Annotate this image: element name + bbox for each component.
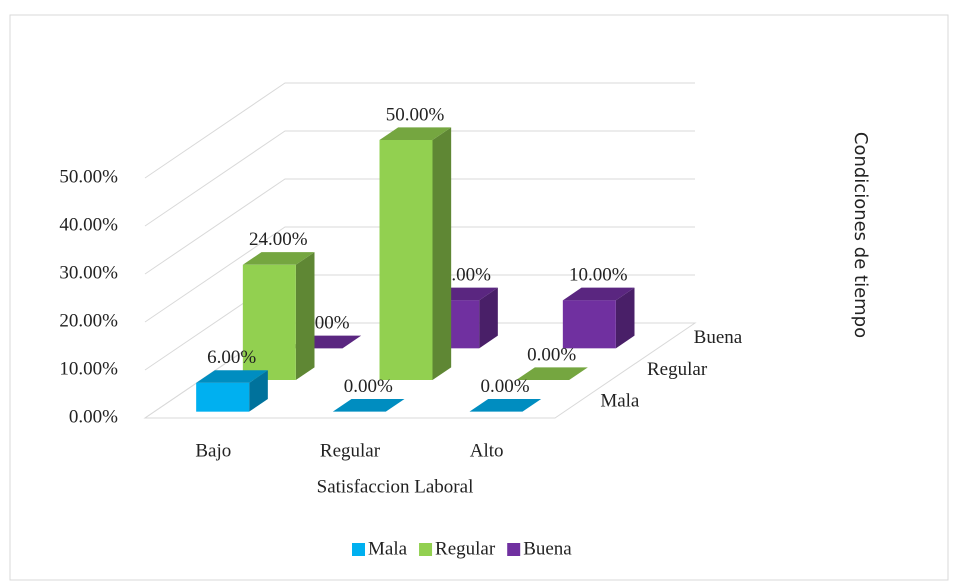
grid-line xyxy=(144,130,695,227)
grid-line xyxy=(144,178,695,275)
legend-swatch xyxy=(419,543,433,556)
y-tick-label: 20.00% xyxy=(59,310,118,331)
depth-tick-label: Mala xyxy=(600,391,640,412)
y-tick-label: 10.00% xyxy=(59,358,118,379)
value-label: 50.00% xyxy=(386,104,445,125)
value-label: 24.00% xyxy=(249,229,308,250)
legend-label: Regular xyxy=(435,538,496,559)
bar xyxy=(379,140,433,380)
bar-side xyxy=(295,252,315,380)
depth-tick-label: Regular xyxy=(647,359,708,380)
value-label: 0.00% xyxy=(527,344,576,365)
bar xyxy=(242,264,296,380)
depth-tick-label: Buena xyxy=(694,327,743,348)
bar-side xyxy=(615,287,635,349)
bar-top xyxy=(469,399,542,412)
bar-top xyxy=(196,370,268,383)
legend-label: Mala xyxy=(368,538,408,559)
bar-side xyxy=(249,370,268,412)
bar xyxy=(196,382,250,412)
y-tick-label: 40.00% xyxy=(59,214,118,235)
grid-line xyxy=(144,226,695,323)
bar-side xyxy=(479,287,498,349)
bar-top xyxy=(562,287,635,301)
grid-line xyxy=(144,82,695,179)
bar-top xyxy=(379,127,452,140)
x-tick-label: Bajo xyxy=(195,440,231,461)
bar-side xyxy=(432,127,452,380)
value-label: 6.00% xyxy=(207,347,256,368)
bar-top xyxy=(242,252,315,265)
legend-swatch xyxy=(507,543,521,556)
x-tick-label: Alto xyxy=(470,440,504,461)
y-tick-label: 0.00% xyxy=(69,406,118,427)
x-axis-title: Satisfaccion Laboral xyxy=(317,476,474,497)
legend-swatch xyxy=(352,543,365,556)
x-tick-label: Regular xyxy=(320,440,381,461)
y-tick-label: 30.00% xyxy=(59,262,118,283)
value-label: 0.00% xyxy=(344,376,393,397)
bar xyxy=(562,300,616,349)
bar-top xyxy=(516,367,588,380)
value-label: 10.00% xyxy=(569,265,628,286)
y-tick-label: 50.00% xyxy=(59,166,118,187)
depth-axis-title: Condiciones de tiempo xyxy=(850,132,871,338)
bar-top xyxy=(332,399,405,412)
legend-label: Buena xyxy=(523,538,572,559)
value-label: 0.00% xyxy=(480,376,529,397)
